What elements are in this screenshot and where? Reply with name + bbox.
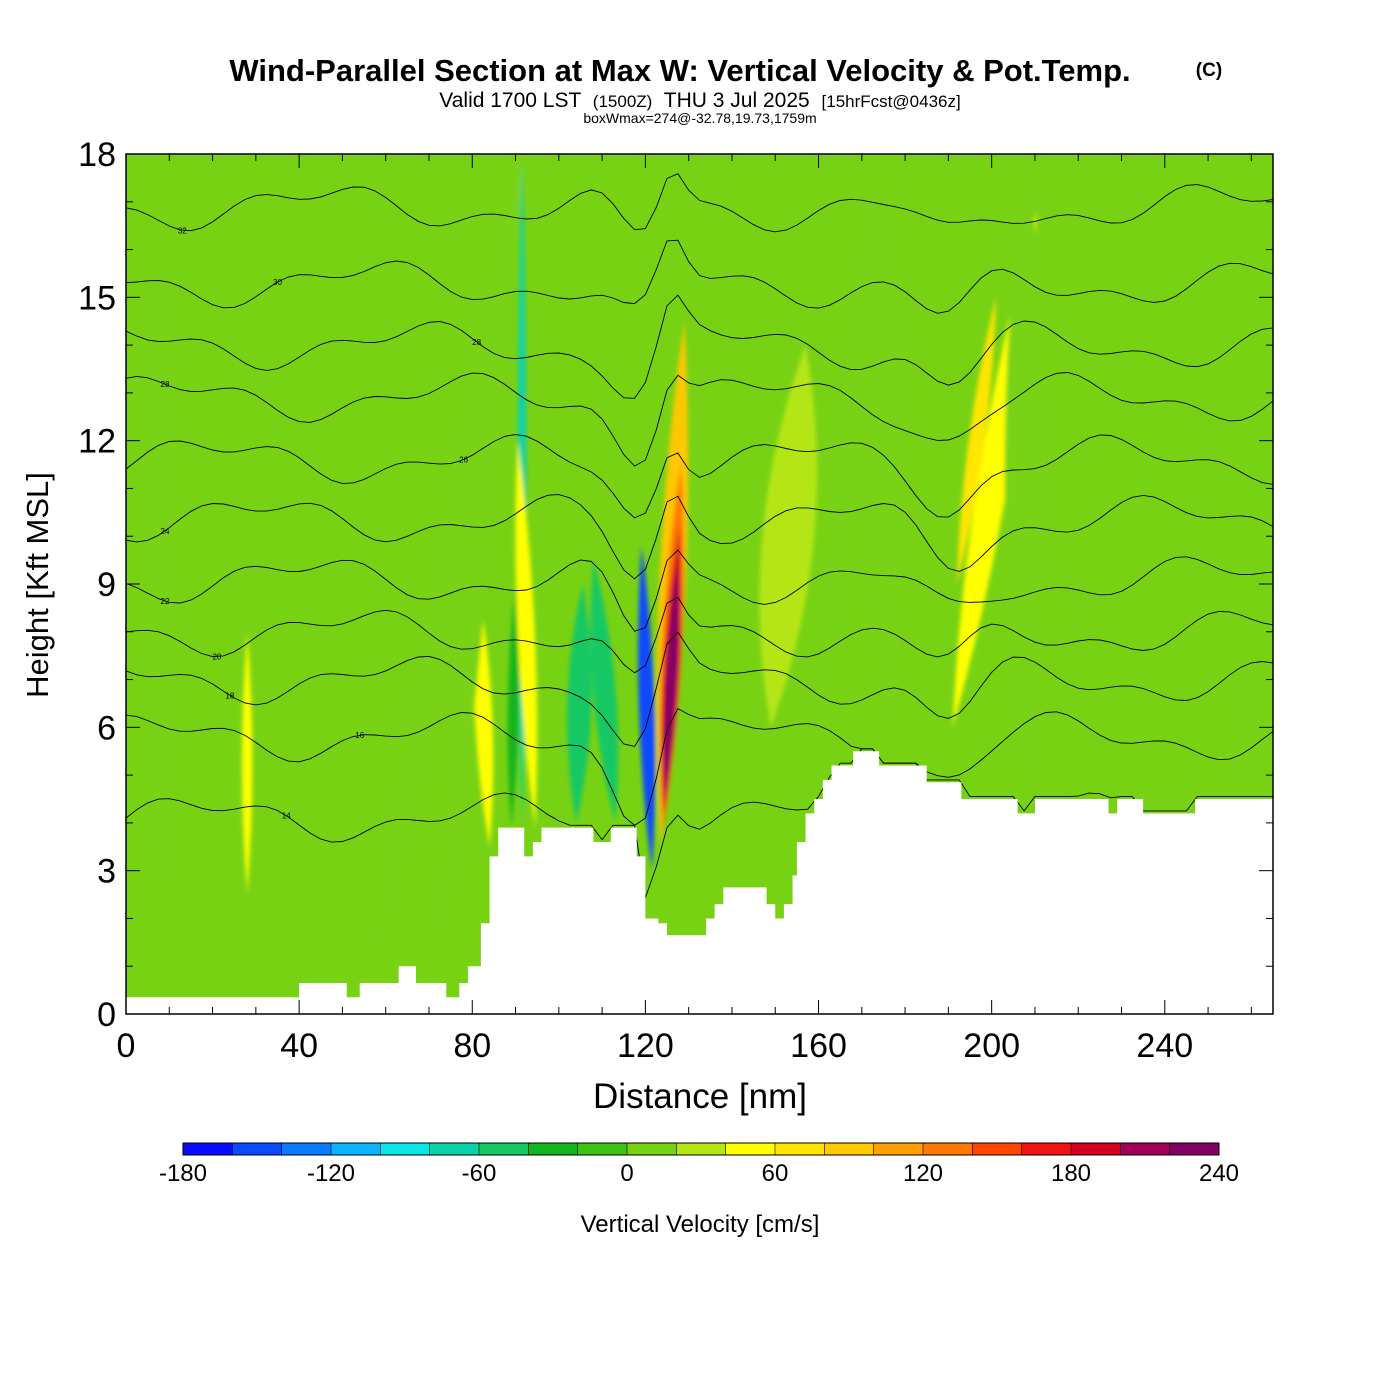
w-feature-13 xyxy=(241,631,253,895)
theta-contour-label: 22 xyxy=(161,597,170,606)
colorbar-swatch xyxy=(1169,1143,1220,1155)
colorbar-label: Vertical Velocity [cm/s] xyxy=(581,1211,820,1238)
theta-contour-0 xyxy=(126,748,1273,898)
colorbar-swatch xyxy=(627,1143,677,1155)
theta-contour-8 xyxy=(126,294,1273,399)
colorbar-tick-label: 60 xyxy=(762,1160,789,1187)
y-tick-label: 12 xyxy=(78,423,116,461)
colorbar-swatch xyxy=(676,1143,727,1155)
w-feature-18 xyxy=(1004,154,1048,795)
theta-contour-9 xyxy=(126,239,1273,314)
y-tick-label: 0 xyxy=(97,996,116,1034)
theta-contour-label: 32 xyxy=(178,226,187,235)
colorbar-swatch xyxy=(775,1143,825,1155)
colorbar-tick-label: 180 xyxy=(1051,1160,1091,1187)
x-tick-label: 0 xyxy=(117,1027,136,1065)
y-tick-label: 15 xyxy=(78,279,116,317)
x-tick-label: 240 xyxy=(1136,1027,1193,1065)
colorbar-swatch xyxy=(479,1143,529,1155)
subtitle-utc: (1500Z) xyxy=(593,92,653,111)
colorbar-swatch xyxy=(528,1143,579,1155)
w-feature-21 xyxy=(437,154,513,986)
y-axis-label: Height [Kft MSL] xyxy=(20,472,55,698)
theta-contour-2 xyxy=(126,631,1273,747)
theta-contour-label: 24 xyxy=(161,527,170,536)
colorbar-swatch xyxy=(1021,1143,1072,1155)
x-tick-label: 80 xyxy=(453,1027,491,1065)
theta-contour-label: 14 xyxy=(282,812,291,821)
w-feature-20 xyxy=(1225,655,1269,795)
colorbar-swatch xyxy=(725,1143,776,1155)
theta-contour-6 xyxy=(126,434,1273,519)
w-feature-14 xyxy=(759,345,818,728)
chart-subtitle: Valid 1700 LST (1500Z) THU 3 Jul 2025 [1… xyxy=(439,89,960,112)
w-feature-1 xyxy=(590,560,619,823)
colorbar-tick-label: 0 xyxy=(620,1160,633,1187)
colorbar-swatch xyxy=(873,1143,924,1155)
w-feature-19 xyxy=(818,154,875,776)
colorbar-swatch xyxy=(577,1143,628,1155)
colorbar-swatch xyxy=(923,1143,973,1155)
colorbar: -180 -120 -60 0 60 120 180 240 xyxy=(159,1142,1239,1187)
theta-contour-label: 18 xyxy=(225,691,234,700)
chart-title: Wind-Parallel Section at Max W: Vertical… xyxy=(229,53,1130,88)
y-tick-label: 3 xyxy=(97,853,116,891)
colorbar-swatch xyxy=(281,1143,332,1155)
colorbar-tick-label: 120 xyxy=(903,1160,943,1187)
colorbar-tick-label: -120 xyxy=(307,1160,355,1187)
stats-line: boxWmax=274@-32.78,19.73,1759m xyxy=(583,110,816,126)
colorbar-tick-label: 240 xyxy=(1199,1160,1239,1187)
theta-contour-label: 20 xyxy=(212,653,221,662)
y-tick-label: 6 xyxy=(97,709,116,747)
w-feature-8 xyxy=(664,564,679,799)
theta-contour-label: 28 xyxy=(161,380,170,389)
colorbar-swatch xyxy=(380,1143,431,1155)
x-tick-label: 40 xyxy=(280,1027,318,1065)
plot-area: 14 16 18 20 22 24 26 28 28 30 32 xyxy=(126,154,1273,1014)
colorbar-frame xyxy=(182,1142,1220,1156)
w-feature-11 xyxy=(515,440,538,828)
x-tick-label: 120 xyxy=(617,1027,674,1065)
colorbar-swatch xyxy=(232,1143,283,1155)
colorbar-swatch xyxy=(972,1143,1023,1155)
w-feature-0 xyxy=(638,545,656,871)
theta-contour-7 xyxy=(126,372,1273,467)
title-mark: (C) xyxy=(1196,60,1222,81)
y-tick-label: 18 xyxy=(78,136,116,174)
colorbar-swatch xyxy=(824,1143,875,1155)
svg-text:Valid 1700 LST (1500Z): Valid 1700 LST (1500Z) THU 3 Jul 2025 [1… xyxy=(439,89,960,112)
w-feature-17 xyxy=(868,154,908,752)
colorbar-swatch xyxy=(183,1143,233,1155)
y-axis: 0 3 6 9 12 15 18 xyxy=(78,136,1273,1034)
w-feature-10 xyxy=(957,297,996,584)
theta-contour-1 xyxy=(126,707,1273,826)
colorbar-swatch xyxy=(331,1143,381,1155)
x-tick-label: 160 xyxy=(790,1027,847,1065)
colorbar-tick-label: -180 xyxy=(159,1160,207,1187)
x-axis-label: Distance [nm] xyxy=(593,1077,807,1116)
y-tick-label: 9 xyxy=(97,566,116,604)
w-feature-16 xyxy=(147,154,174,995)
colorbar-swatch xyxy=(1120,1143,1171,1155)
w-feature-4 xyxy=(507,584,520,828)
terrain xyxy=(126,751,1273,1014)
theta-contour-10 xyxy=(126,173,1273,233)
theta-contour-3 xyxy=(126,596,1273,674)
theta-contour-4 xyxy=(126,549,1273,632)
subtitle-date: THU 3 Jul 2025 xyxy=(664,89,810,112)
subtitle-forecast: [15hrFcst@0436z] xyxy=(822,92,961,111)
theta-contour-label: 26 xyxy=(459,456,468,465)
colorbar-swatch xyxy=(1071,1143,1121,1155)
x-tick-label: 200 xyxy=(963,1027,1020,1065)
colorbar-tick-label: -60 xyxy=(462,1160,497,1187)
theta-contour-label: 30 xyxy=(273,278,282,287)
theta-contour-label: 28 xyxy=(472,338,481,347)
theta-contours: 14 16 18 20 22 24 26 28 28 30 32 xyxy=(126,173,1273,898)
theta-contour-label: 16 xyxy=(355,731,364,740)
subtitle-valid: Valid 1700 LST xyxy=(439,89,581,112)
x-axis: 0 40 80 120 160 200 240 xyxy=(117,154,1252,1065)
colorbar-swatch xyxy=(429,1143,480,1155)
theta-contour-5 xyxy=(126,494,1273,580)
